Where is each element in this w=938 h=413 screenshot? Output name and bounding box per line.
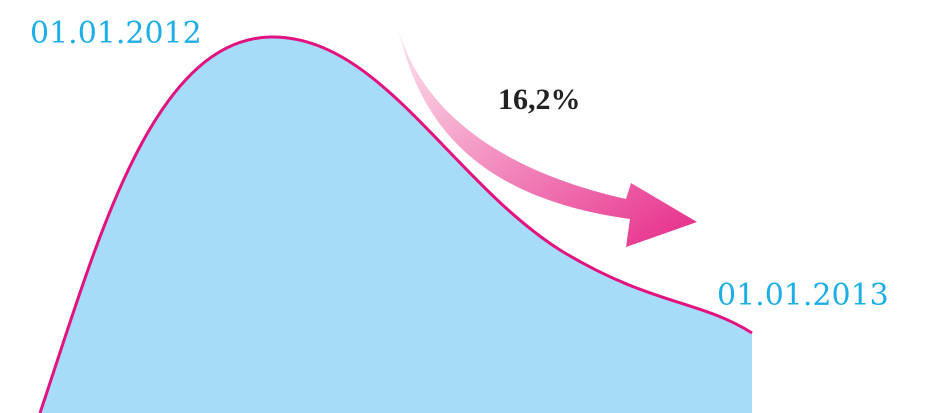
change-percent-label: 16,2%: [498, 83, 581, 116]
start-date-label: 01.01.2012: [30, 16, 202, 51]
series-line: [38, 35, 753, 413]
curved-down-arrow-icon: [398, 28, 697, 247]
end-date-label: 01.01.2013: [717, 278, 889, 313]
area-fill: [40, 36, 752, 413]
